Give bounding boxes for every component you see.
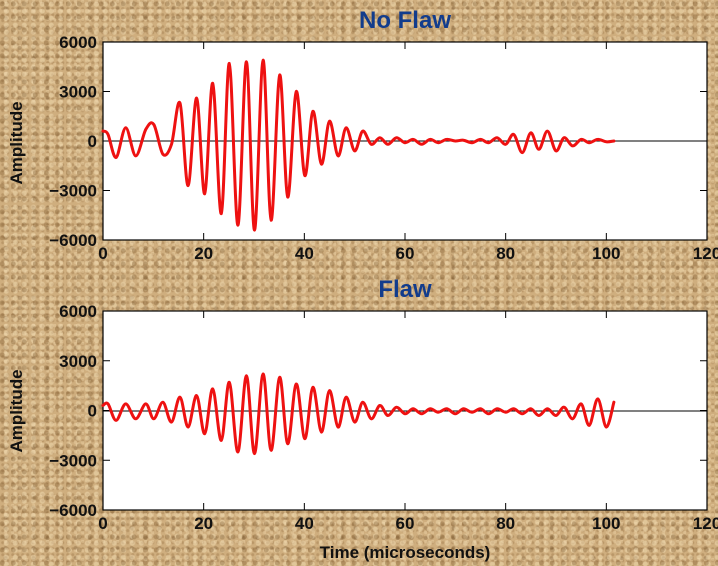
- y-tick-label: 0: [88, 402, 97, 421]
- x-tick-label: 40: [295, 244, 314, 263]
- x-tick-label: 0: [98, 514, 107, 533]
- x-tick-label: 20: [194, 244, 213, 263]
- x-ticks-no-flaw: 0 20 40 60 80 100 120: [98, 42, 718, 263]
- y-ticks-flaw: −6000 −3000 0 3000 6000: [49, 302, 707, 520]
- y-tick-label: −6000: [49, 231, 97, 250]
- x-axis-label-flaw: Time (microseconds): [320, 543, 491, 562]
- x-tick-label: 40: [295, 514, 314, 533]
- y-tick-label: −3000: [49, 451, 97, 470]
- x-tick-label: 0: [98, 244, 107, 263]
- chart-title-flaw: Flaw: [378, 276, 432, 303]
- x-tick-label: 120: [693, 514, 718, 533]
- x-tick-label: 60: [396, 244, 415, 263]
- chart-no-flaw: No Flaw 0 20 40 60 80 100 120 −6000 −3000 0 3000 6…: [7, 7, 718, 263]
- x-tick-label: 100: [592, 244, 620, 263]
- y-tick-label: −3000: [49, 182, 97, 201]
- y-tick-label: −6000: [49, 501, 97, 520]
- x-tick-label: 120: [693, 244, 718, 263]
- y-tick-label: 3000: [59, 352, 97, 371]
- x-tick-label: 80: [496, 244, 515, 263]
- x-tick-label: 80: [496, 514, 515, 533]
- y-tick-label: 3000: [59, 83, 97, 102]
- series-line-flaw: [101, 372, 616, 456]
- y-axis-label-no-flaw: Amplitude: [7, 101, 26, 184]
- y-tick-label: 0: [88, 132, 97, 151]
- y-tick-label: 6000: [59, 302, 97, 321]
- y-ticks-no-flaw: −6000 −3000 0 3000 6000: [49, 33, 707, 250]
- series-line-no-flaw: [101, 58, 616, 232]
- chart-title-no-flaw: No Flaw: [359, 7, 451, 34]
- x-tick-label: 60: [396, 514, 415, 533]
- y-axis-label-flaw: Amplitude: [7, 369, 26, 452]
- x-tick-label: 20: [194, 514, 213, 533]
- x-tick-label: 100: [592, 514, 620, 533]
- y-tick-label: 6000: [59, 33, 97, 52]
- x-ticks-flaw: 0 20 40 60 80 100 120: [98, 311, 718, 533]
- chart-flaw: Flaw 0 20 40 60 80 100 120 −6000 −3000 0 3000 6000…: [7, 276, 718, 562]
